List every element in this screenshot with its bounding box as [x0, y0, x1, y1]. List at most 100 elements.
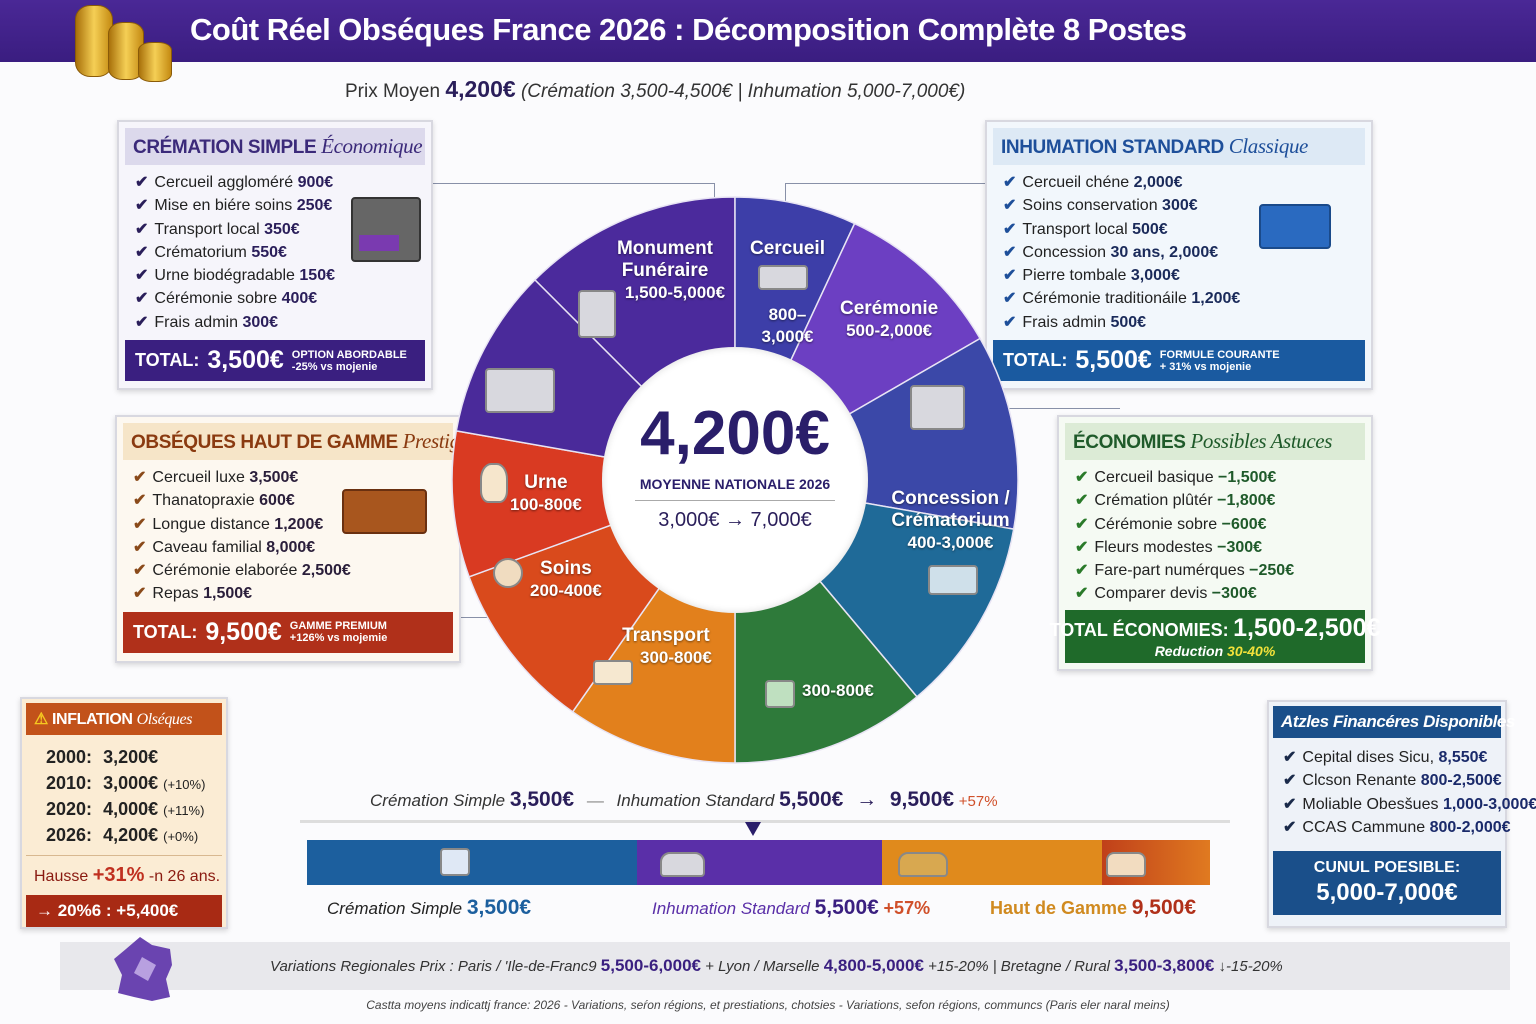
item-label: Moliable Obesšues: [1302, 795, 1439, 813]
check-icon: ✔: [135, 290, 149, 308]
page-title: Coût Réel Obséques France 2026 : Décompo…: [190, 12, 1187, 47]
haut-de-gamme-card: OBSÉQUES HAUT DE GAMME Prestige ✔ Cercuei…: [115, 415, 469, 663]
item-label: Thanatopraxie: [152, 492, 255, 510]
item-label: Fare-part numérques: [1094, 562, 1245, 580]
check-icon: ✔: [135, 174, 149, 191]
list-item: ✔ Crématorium 550€: [135, 241, 419, 264]
donut-center: 4,200€ MOYENNE NATIONALE 2026 3,000€ → 7…: [602, 347, 868, 613]
item-value: 500€: [1132, 220, 1168, 238]
segment-label-transport: Transport 300-800€: [622, 625, 712, 667]
check-icon: ✔: [1075, 585, 1089, 603]
bar-label-haut-de-gamme: Haut de Gamme 9,500€: [990, 896, 1197, 919]
segment-label-monument: Monument Funéraire 1,500-5,000€: [616, 238, 726, 302]
item-value: −1,800€: [1217, 492, 1276, 510]
card-title: ⚠ INFLATION Olséques: [26, 703, 222, 735]
crematorium-icon: [928, 565, 978, 595]
item-value: 800-2,000€: [1429, 818, 1511, 836]
list-item: ✔ Transport local 350€: [135, 218, 419, 241]
item-value: −300€: [1217, 538, 1263, 556]
item-value: 500€: [1110, 313, 1147, 331]
list-item: ✔ Comparer devis −300€: [1075, 582, 1359, 605]
check-icon: ✔: [1075, 469, 1089, 486]
item-label: Cercueil basique: [1094, 469, 1214, 486]
item-label: Crématorium: [154, 243, 247, 261]
check-icon: ✔: [1003, 267, 1017, 285]
check-icon: ✔: [135, 220, 149, 238]
check-icon: ✔: [133, 515, 147, 533]
footnote: Castta moyens indicattj france: 2026 - V…: [366, 998, 1170, 1012]
item-label: CCAS Cammune: [1302, 818, 1426, 836]
cost-list: ✔ Cercueil luxe 3,500€ ✔ Thanatopraxie 600€…: [123, 460, 453, 610]
card-title: INHUMATION STANDARD Classique: [993, 128, 1365, 165]
item-label: Crémation plûtér: [1094, 492, 1213, 510]
item-label: Caveau familial: [152, 538, 262, 556]
aides-card: Atzles Financéres Disponibles ✔ Cepital d…: [1267, 700, 1536, 928]
center-range: 3,000€ → 7,000€: [658, 509, 812, 531]
segment-label-cercueil: Cercueil 800–3,000€: [750, 238, 825, 346]
item-label: Cérémonie traditionáile: [1022, 290, 1187, 308]
list-item: ✔ Fare-part numérques −250€: [1075, 559, 1359, 582]
item-value: 2,000€: [1133, 174, 1183, 191]
france-map-icon: [114, 937, 172, 1001]
savings-list: ✔ Cercueil basique −1,500€ ✔ Crémation plût…: [1065, 460, 1365, 610]
list-item: ✔ Frais admin 300€: [135, 311, 419, 334]
check-icon: ✔: [1003, 197, 1017, 215]
list-item: ✔ Thanatopraxie 600€: [133, 489, 447, 512]
item-label: Frais admin: [1022, 313, 1106, 331]
check-icon: ✔: [1283, 818, 1297, 836]
item-value: 3,000€: [1130, 267, 1180, 285]
cost-list: ✔ Cercueil aggloméré 900€ ✔ Mise en biére s…: [125, 165, 425, 338]
check-icon: ✔: [133, 538, 147, 556]
card-title: ÉCONOMIES Possibles Astuces: [1065, 423, 1365, 460]
list-item: ✔ Clcson Renante 800-2,500€: [1283, 769, 1502, 792]
item-value: 1,000-3,000€: [1442, 795, 1536, 813]
cash-register-icon: [485, 368, 555, 413]
list-item: ✔ Cercueil chéne 2,000€: [1003, 171, 1359, 194]
check-icon: ✔: [133, 469, 147, 486]
list-item: ✔ Cérémonie traditionáile 1,200€: [1003, 287, 1359, 310]
list-item: ✔ Pierre tombale 3,000€: [1003, 264, 1359, 287]
inflation-row: 2026: 4,200€ (+0%): [46, 825, 199, 845]
total-bar: TOTAL: 5,500€ FORMULE COURANTE + 31% vs moj…: [993, 340, 1365, 382]
check-icon: ✔: [1003, 174, 1017, 191]
item-value: 150€: [299, 267, 335, 285]
card-title: CRÉMATION SIMPLE Économique: [125, 128, 425, 165]
ceremony-altar-icon: [910, 385, 965, 430]
list-item: ✔ Cercueil aggloméré 900€: [135, 171, 419, 194]
check-icon: ✔: [1283, 795, 1297, 813]
item-label: Cercueil luxe: [152, 469, 245, 486]
luxury-coffin-icon: [342, 489, 427, 534]
check-icon: ✔: [135, 267, 149, 285]
item-value: 400€: [281, 290, 318, 308]
item-value: 3,500€: [249, 469, 299, 486]
list-item: ✔ Cérémonie sobre −600€: [1075, 513, 1359, 536]
hearse-icon: [1106, 852, 1146, 877]
list-item: ✔ Soins conservation 300€: [1003, 194, 1359, 217]
comparison-summary: Crémation Simple 3,500€ — Inhumation Sta…: [370, 788, 998, 811]
list-item: ✔ Caveau familial 8,000€: [133, 536, 447, 559]
segment-label-soins: Soins 200-400€: [530, 558, 602, 600]
cremation-simple-card: CRÉMATION SIMPLE Économique ✔ Cercueil ag…: [117, 120, 433, 390]
list-item: ✔ Crémation plûtér −1,800€: [1075, 489, 1359, 512]
cremation-furnace-icon: [351, 197, 421, 262]
check-icon: ✔: [1283, 749, 1297, 766]
center-label: MOYENNE NATIONALE 2026: [639, 476, 831, 492]
item-value: 800-2,500€: [1420, 772, 1502, 790]
urn-icon: [480, 463, 508, 503]
list-item: ✔ Cercueil basique −1,500€: [1075, 466, 1359, 489]
hausse-line: Hausse +31% -n 26 ans.: [26, 855, 222, 895]
urn-boxes-icon: [440, 848, 470, 876]
item-value: −1,500€: [1218, 469, 1277, 486]
item-value: 550€: [251, 243, 287, 261]
connector-line: [460, 617, 500, 618]
item-label: Longue distance: [152, 515, 270, 533]
item-value: 8,550€: [1438, 749, 1488, 766]
gold-coins-icon: [70, 0, 185, 85]
check-icon: ✔: [135, 313, 149, 331]
average-cost: 4,200€: [640, 399, 830, 468]
bar-cremation: [307, 840, 637, 885]
divider: [300, 820, 1230, 823]
list-item: ✔ Cérémonie elaborée 2,500€: [133, 559, 447, 582]
coffin-icon: [1259, 204, 1331, 249]
list-item: ✔ Urne biodégradable 150€: [135, 264, 419, 287]
